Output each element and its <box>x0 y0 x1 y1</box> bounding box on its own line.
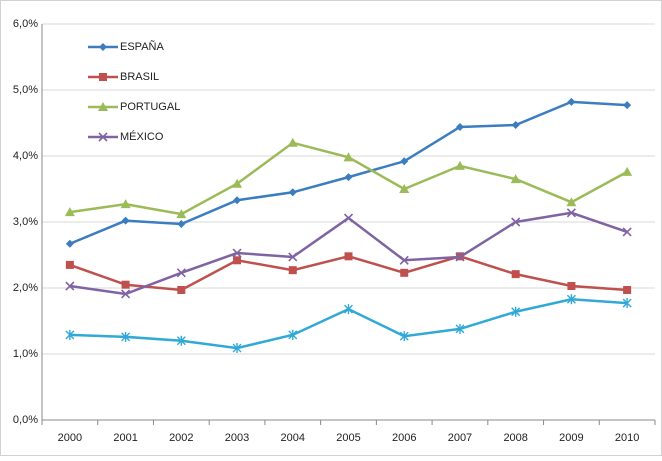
marker <box>399 184 410 193</box>
x-tick-label: 2003 <box>225 432 249 444</box>
marker <box>232 248 242 258</box>
legend-label: MÉXICO <box>120 130 164 143</box>
marker <box>343 213 354 223</box>
marker <box>400 268 409 277</box>
marker <box>287 137 298 147</box>
marker <box>232 343 242 354</box>
x-tick-label: 2004 <box>281 432 305 444</box>
x-tick-label: 2010 <box>615 432 639 444</box>
marker <box>98 102 108 111</box>
y-tick-label: 3,0% <box>13 216 38 228</box>
x-tick-label: 2001 <box>113 432 137 444</box>
marker <box>177 285 186 294</box>
marker <box>98 132 108 142</box>
marker <box>454 160 465 170</box>
marker <box>455 323 465 334</box>
marker <box>511 217 521 227</box>
marker <box>567 97 576 106</box>
marker <box>176 268 186 278</box>
legend-label: BRASIL <box>120 71 159 83</box>
marker <box>622 166 633 176</box>
marker <box>99 43 107 51</box>
y-tick-label: 2,0% <box>13 282 38 294</box>
y-tick-label: 0,0% <box>13 414 38 426</box>
marker <box>511 306 521 317</box>
marker <box>288 266 297 275</box>
y-tick-label: 4,0% <box>13 150 38 162</box>
x-tick-label: 2000 <box>58 432 82 444</box>
marker <box>65 239 74 248</box>
marker <box>455 122 464 131</box>
marker <box>455 252 465 262</box>
marker <box>344 252 353 261</box>
marker <box>622 227 632 237</box>
marker <box>121 280 130 289</box>
marker <box>510 174 521 184</box>
marker <box>623 285 632 294</box>
x-tick-label: 2009 <box>559 432 583 444</box>
marker <box>120 199 131 209</box>
x-tick-label: 2005 <box>336 432 360 444</box>
marker <box>567 282 576 291</box>
marker <box>344 173 353 182</box>
marker <box>65 260 74 269</box>
marker <box>511 270 520 279</box>
marker <box>176 335 186 346</box>
marker <box>399 255 409 265</box>
marker <box>65 329 75 340</box>
marker <box>288 188 297 197</box>
x-tick-label: 2007 <box>448 432 472 444</box>
marker <box>566 294 576 305</box>
marker <box>566 208 576 218</box>
marker <box>176 209 187 219</box>
marker <box>99 73 107 81</box>
marker <box>288 329 298 340</box>
marker <box>623 101 632 110</box>
marker <box>344 304 353 315</box>
marker <box>233 256 242 265</box>
x-tick-label: 2002 <box>169 432 193 444</box>
marker <box>343 152 354 162</box>
marker <box>511 120 520 129</box>
marker <box>399 331 409 342</box>
marker <box>177 219 186 228</box>
marker <box>65 281 75 291</box>
marker <box>233 196 242 205</box>
x-tick-label: 2006 <box>392 432 416 444</box>
marker <box>566 197 577 207</box>
marker <box>64 207 75 217</box>
marker <box>288 252 298 262</box>
marker <box>232 178 243 188</box>
legend-label: PORTUGAL <box>120 101 180 113</box>
y-tick-label: 5,0% <box>13 84 38 96</box>
x-tick-label: 2008 <box>503 432 527 444</box>
marker <box>121 289 131 299</box>
y-tick-label: 1,0% <box>13 348 38 360</box>
marker <box>121 331 131 342</box>
legend-label: ESPAÑA <box>120 40 164 53</box>
y-tick-label: 6,0% <box>13 18 38 30</box>
marker <box>400 157 409 166</box>
marker <box>121 216 130 225</box>
marker <box>622 298 632 309</box>
